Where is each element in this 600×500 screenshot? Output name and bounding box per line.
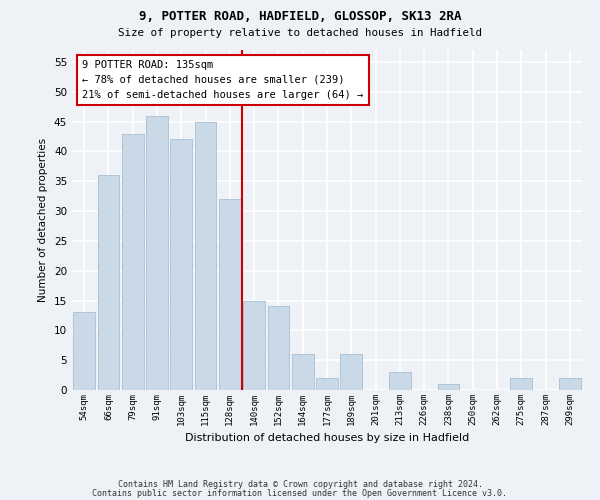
Y-axis label: Number of detached properties: Number of detached properties [38, 138, 49, 302]
Bar [292, 354, 314, 390]
Bar [268, 306, 289, 390]
Bar [243, 300, 265, 390]
Bar [437, 384, 460, 390]
Text: 9 POTTER ROAD: 135sqm
← 78% of detached houses are smaller (239)
21% of semi-det: 9 POTTER ROAD: 135sqm ← 78% of detached … [82, 60, 364, 100]
Bar [340, 354, 362, 390]
Bar [316, 378, 338, 390]
Bar [146, 116, 168, 390]
X-axis label: Distribution of detached houses by size in Hadfield: Distribution of detached houses by size … [185, 434, 469, 444]
Bar [559, 378, 581, 390]
Bar [219, 199, 241, 390]
Bar [122, 134, 143, 390]
Bar [170, 140, 192, 390]
Bar [73, 312, 95, 390]
Text: Contains HM Land Registry data © Crown copyright and database right 2024.: Contains HM Land Registry data © Crown c… [118, 480, 482, 489]
Bar [511, 378, 532, 390]
Bar [194, 122, 217, 390]
Text: 9, POTTER ROAD, HADFIELD, GLOSSOP, SK13 2RA: 9, POTTER ROAD, HADFIELD, GLOSSOP, SK13 … [139, 10, 461, 23]
Text: Contains public sector information licensed under the Open Government Licence v3: Contains public sector information licen… [92, 489, 508, 498]
Bar [389, 372, 411, 390]
Text: Size of property relative to detached houses in Hadfield: Size of property relative to detached ho… [118, 28, 482, 38]
Bar [97, 176, 119, 390]
